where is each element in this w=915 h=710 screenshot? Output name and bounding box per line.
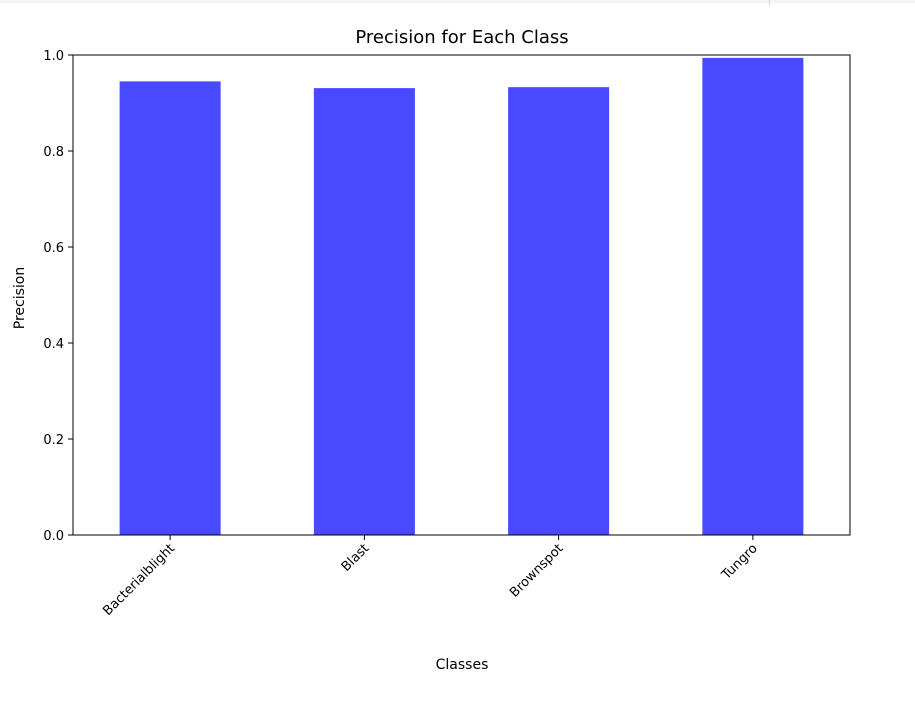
y-tick-label: 0.6 — [43, 241, 64, 256]
y-tick-label: 0.4 — [43, 337, 64, 352]
x-ticks-group: Bacterialblight Blast Brownspot Tungro — [100, 535, 761, 619]
plot-frame — [72, 54, 851, 536]
x-tick-label: Blast — [339, 541, 372, 574]
x-tick-label: Tungro — [718, 541, 760, 583]
bars-group — [119, 57, 804, 536]
y-tick-label: 1.0 — [43, 49, 64, 64]
bar-brownspot — [508, 87, 610, 535]
y-tick-label: 0.2 — [43, 433, 64, 448]
x-tick-label: Brownspot — [507, 541, 566, 600]
x-tick-label: Bacterialblight — [100, 541, 178, 619]
bar-blast — [313, 88, 415, 536]
y-tick-label: 0.8 — [43, 145, 64, 160]
y-ticks-group: 0.0 0.2 0.4 0.6 0.8 1.0 — [43, 49, 73, 544]
chart-title: Precision for Each Class — [355, 27, 568, 48]
y-tick-label: 0.0 — [43, 529, 64, 544]
bar-tungro — [702, 57, 804, 535]
top-strip-divider — [769, 0, 770, 6]
y-axis-label: Precision — [12, 267, 28, 329]
top-strip — [0, 0, 915, 3]
bar-bacterialblight — [119, 81, 221, 536]
x-axis-label: Classes — [436, 657, 489, 673]
